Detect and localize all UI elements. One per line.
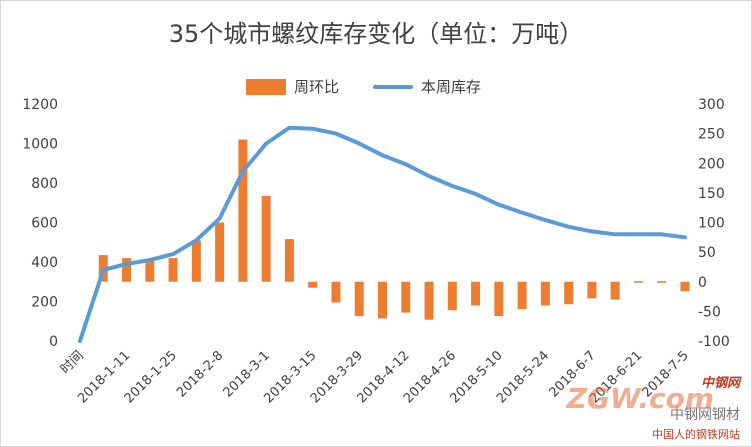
bar-weekly-change: [657, 281, 667, 283]
bar-weekly-change: [517, 281, 527, 310]
bar-weekly-change: [284, 239, 294, 282]
legend: 周环比 本周库存: [246, 76, 481, 97]
bar-weekly-change: [540, 281, 550, 306]
legend-line-swatch: [373, 84, 414, 89]
y-right-tick-label: 300: [698, 97, 725, 113]
bar-weekly-change: [308, 281, 318, 288]
y-left-tick-label: 1000: [22, 137, 58, 153]
bar-weekly-change: [238, 139, 248, 282]
bar-weekly-change: [401, 281, 411, 313]
y-right-tick-label: 250: [698, 127, 725, 143]
bar-weekly-change: [633, 281, 643, 283]
x-tick-label: 2018-2-8: [174, 348, 226, 400]
y-left-tick-label: 1200: [22, 97, 58, 113]
y-left-tick-label: 200: [31, 295, 58, 311]
bar-weekly-change: [610, 281, 620, 300]
bar-weekly-change: [564, 281, 574, 305]
y-right-tick-label: 150: [698, 186, 725, 202]
y-left-tick-label: 800: [31, 176, 58, 192]
y-left-tick-label: 0: [49, 334, 58, 350]
y-left-tick-label: 600: [31, 216, 58, 232]
bar-weekly-change: [331, 281, 341, 303]
chart-title: 35个城市螺纹库存变化（单位：万吨）: [168, 20, 584, 48]
bar-weekly-change: [494, 281, 504, 317]
bar-weekly-change: [145, 261, 155, 282]
bar-weekly-change: [378, 281, 387, 319]
bar-weekly-change: [680, 281, 690, 292]
line-inventory: [78, 125, 687, 343]
y-right-tick-label: -50: [698, 304, 721, 320]
bar-weekly-change: [447, 281, 457, 311]
bar-weekly-change: [191, 240, 201, 282]
bar-weekly-change: [168, 258, 178, 282]
y-right-tick-label: -100: [698, 334, 730, 350]
y-right-tick-label: 50: [698, 245, 716, 261]
legend-label-weekly-change: 周环比: [294, 78, 340, 96]
y-left-tick-label: 400: [31, 255, 58, 271]
x-tick-label: 时间: [58, 348, 87, 377]
bar-weekly-change: [424, 281, 434, 320]
legend-bar-swatch: [246, 78, 286, 95]
bar-weekly-change: [215, 222, 225, 282]
legend-label-inventory: 本周库存: [421, 78, 482, 96]
y-right-tick-label: 0: [698, 275, 707, 291]
bar-weekly-change: [587, 281, 597, 299]
y-right-tick-label: 100: [698, 216, 725, 232]
y-right-tick-label: 200: [698, 156, 725, 172]
bar-weekly-change: [261, 195, 271, 282]
bar-weekly-change: [471, 281, 481, 306]
x-tick-label: 2018-7-5: [639, 348, 691, 400]
bar-weekly-change: [122, 258, 132, 282]
bar-weekly-change: [354, 281, 364, 317]
